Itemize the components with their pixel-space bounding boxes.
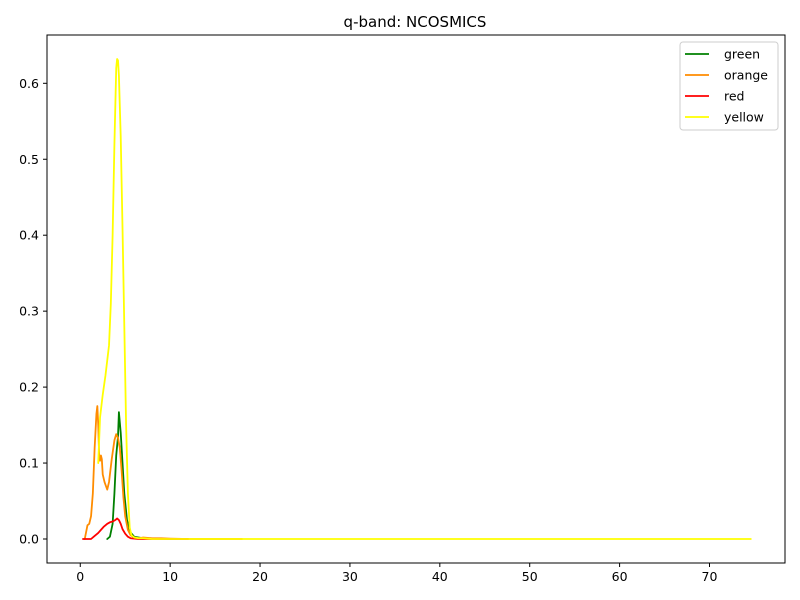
y-tick-label: 0.0 [19, 532, 39, 547]
legend-label-orange: orange [724, 68, 768, 83]
y-axis: 0.0 0.1 0.2 0.3 0.4 0.5 0.6 [19, 76, 47, 547]
x-tick-label: 10 [162, 569, 178, 584]
y-tick-label: 0.5 [19, 152, 39, 167]
x-tick-label: 0 [76, 569, 84, 584]
x-axis: 0 10 20 30 40 50 60 70 [76, 563, 717, 584]
series-layer [82, 58, 752, 540]
y-tick-label: 0.6 [19, 76, 39, 91]
y-tick-label: 0.2 [19, 380, 39, 395]
legend-label-green: green [724, 47, 760, 62]
legend-label-red: red [724, 89, 745, 104]
x-tick-label: 40 [432, 569, 448, 584]
x-tick-label: 50 [522, 569, 538, 584]
legend-box [679, 41, 779, 131]
y-tick-label: 0.1 [19, 456, 39, 471]
legend-label-yellow: yellow [724, 110, 764, 125]
legend: green orange red yellow [679, 41, 779, 131]
x-tick-label: 60 [612, 569, 628, 584]
y-tick-label: 0.3 [19, 304, 39, 319]
x-tick-label: 70 [702, 569, 718, 584]
series-line-yellow [97, 58, 752, 540]
x-tick-label: 20 [252, 569, 268, 584]
x-tick-label: 30 [342, 569, 358, 584]
chart-title: q-band: NCOSMICS [344, 13, 487, 31]
y-tick-label: 0.4 [19, 228, 39, 243]
plot-frame [46, 34, 786, 564]
